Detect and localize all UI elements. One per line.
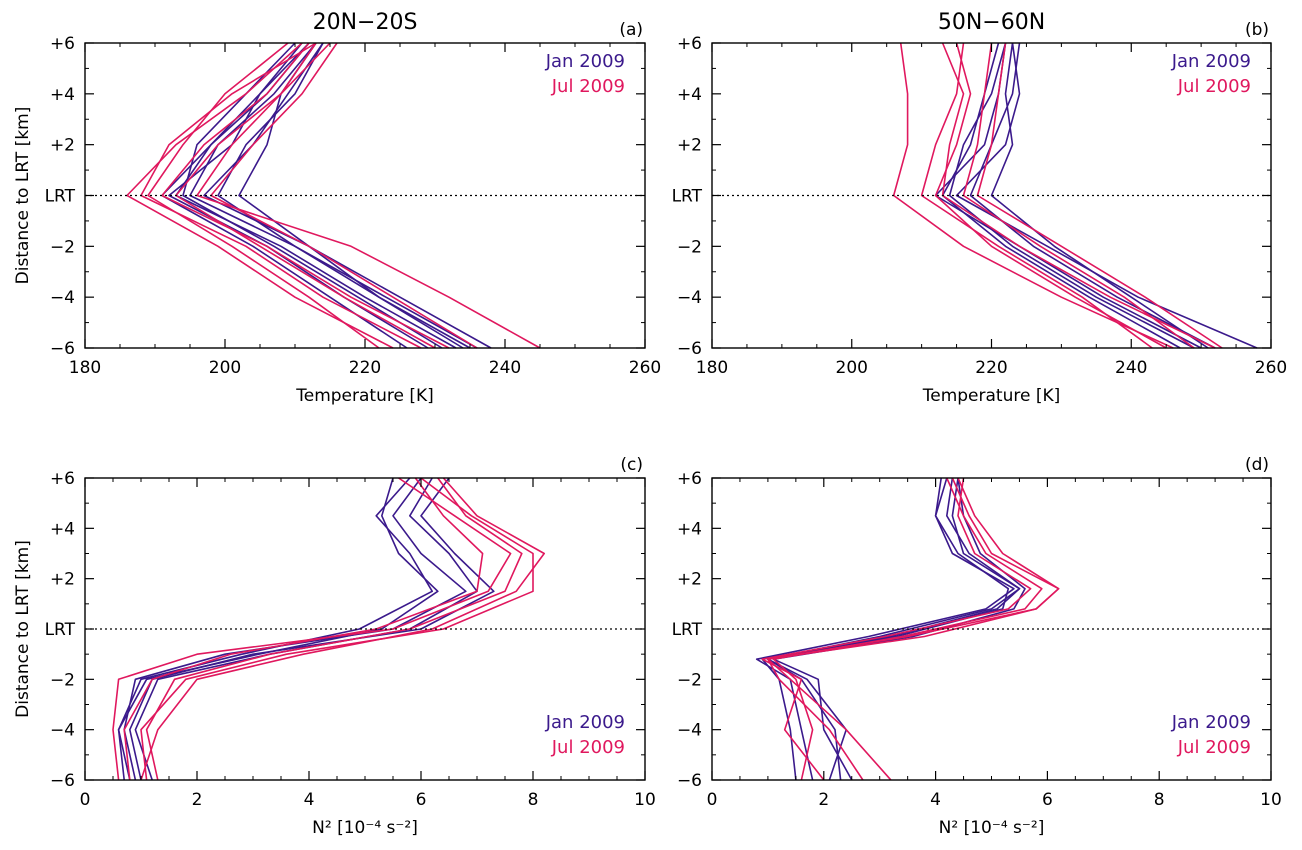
profile-line: [955, 42, 1258, 349]
y-tick-label: −6: [677, 771, 702, 791]
y-axis-label: Distance to LRT [km]: [13, 540, 33, 718]
panel-title: 20N−20S: [313, 10, 418, 35]
profile-line: [767, 477, 1060, 781]
y-tick-label: LRT: [672, 620, 703, 640]
x-tick-label: 0: [80, 790, 91, 810]
x-tick-label: 2: [818, 790, 829, 810]
x-tick-label: 180: [69, 358, 101, 378]
series-jul-2009: [761, 477, 1060, 781]
chart-panel-d: 0 2 4 6 8 10 −6 −4 −2 LRT +2 +4 +6 N² [10⁻⁴ s⁻²] (d) Ja…: [672, 455, 1282, 838]
x-tick-label: 8: [528, 790, 539, 810]
y-tick-label: −2: [677, 670, 702, 690]
y-tick-label: LRT: [45, 187, 76, 207]
x-tick-label: 180: [696, 358, 728, 378]
y-tick-label: −2: [50, 237, 75, 257]
x-tick-label: 260: [1255, 358, 1287, 378]
profile-line: [145, 477, 523, 781]
legend-entry-jan: Jan 2009: [545, 51, 625, 72]
y-tick-label: +2: [50, 570, 75, 590]
y-tick-label: −4: [50, 288, 75, 308]
x-tick-label: 240: [489, 358, 521, 378]
x-tick-label: 8: [1154, 790, 1165, 810]
y-tick-label: −4: [50, 721, 75, 741]
x-tick-label: 2: [192, 790, 203, 810]
legend-entry-jul: Jul 2009: [551, 737, 625, 758]
x-tick-label: 6: [1042, 790, 1053, 810]
x-axis-label: N² [10⁻⁴ s⁻²]: [312, 818, 418, 838]
y-tick-label: LRT: [672, 187, 703, 207]
profile-line: [920, 42, 1153, 349]
profile-line: [761, 477, 1032, 781]
x-tick-label: 6: [416, 790, 427, 810]
series-jul-2009: [126, 42, 541, 349]
x-tick-label: 220: [975, 358, 1007, 378]
y-tick-label: −4: [677, 288, 702, 308]
legend-entry-jul: Jul 2009: [551, 76, 625, 97]
x-axis-label: Temperature [K]: [295, 386, 434, 406]
series-jan-2009: [755, 477, 1026, 781]
legend-entry-jul: Jul 2009: [1177, 76, 1251, 97]
chart-panel-c: 0 2 4 6 8 10 −6 −4 −2 LRT +2 +4 +6 N² [10⁻⁴ s⁻²] Dista…: [13, 455, 656, 838]
legend-entry-jan: Jan 2009: [545, 712, 625, 733]
legend-entry-jan: Jan 2009: [1171, 712, 1251, 733]
x-tick-label: 260: [629, 358, 661, 378]
x-tick-label: 4: [304, 790, 315, 810]
y-tick-label: +2: [677, 570, 702, 590]
chart-panel-b: 180 200 220 240 260 −6 −4 −2 LRT +2 +4 +6 Temperatur…: [672, 10, 1288, 406]
series-jul-2009: [112, 477, 545, 781]
y-tick-label: −2: [677, 237, 702, 257]
y-tick-label: −2: [50, 670, 75, 690]
profile-line: [948, 42, 1195, 349]
y-tick-label: −6: [677, 339, 702, 359]
x-tick-label: 4: [930, 790, 941, 810]
x-axis-label: Temperature [K]: [922, 386, 1061, 406]
y-tick-label: +4: [677, 85, 702, 105]
y-tick-label: +2: [677, 136, 702, 156]
y-tick-label: −6: [50, 339, 75, 359]
panel-title: 50N−60N: [938, 10, 1045, 35]
profile-line: [761, 477, 1010, 781]
profile-line: [934, 42, 1167, 349]
y-tick-label: +6: [50, 34, 75, 54]
y-tick-label: +4: [50, 85, 75, 105]
profile-line: [990, 42, 1209, 349]
panel-label: (d): [1245, 455, 1269, 475]
profile-line: [140, 477, 545, 781]
x-tick-label: 240: [1115, 358, 1147, 378]
legend-entry-jul: Jul 2009: [1177, 737, 1251, 758]
x-tick-label: 200: [209, 358, 241, 378]
y-tick-label: +4: [677, 519, 702, 539]
y-tick-label: +6: [50, 469, 75, 489]
y-axis-label: Distance to LRT [km]: [13, 107, 33, 285]
profile-line: [196, 42, 541, 349]
x-tick-label: 10: [1260, 790, 1282, 810]
panel-label: (a): [619, 20, 643, 40]
panel-label: (b): [1245, 20, 1269, 40]
profile-line: [203, 42, 492, 349]
x-tick-label: 220: [349, 358, 381, 378]
y-tick-label: +6: [677, 34, 702, 54]
profile-line: [755, 477, 1015, 781]
chart-panel-a: 180 200 220 240 260 −6 −4 −2 LRT +2 +4 +6 Temperatur…: [13, 10, 661, 406]
y-tick-label: +4: [50, 519, 75, 539]
y-tick-label: LRT: [45, 620, 76, 640]
profile-line: [147, 42, 380, 349]
profile-line: [772, 477, 1043, 781]
y-tick-label: −6: [50, 771, 75, 791]
legend-entry-jan: Jan 2009: [1171, 51, 1251, 72]
x-axis-label: N² [10⁻⁴ s⁻²]: [939, 818, 1045, 838]
y-tick-label: −4: [677, 721, 702, 741]
y-tick-label: +6: [677, 469, 702, 489]
x-tick-label: 200: [836, 358, 868, 378]
profile-line: [112, 477, 512, 781]
profile-line: [969, 42, 1216, 349]
panel-label: (c): [620, 455, 643, 475]
x-tick-label: 0: [707, 790, 718, 810]
y-tick-label: +2: [50, 136, 75, 156]
x-tick-label: 10: [634, 790, 656, 810]
